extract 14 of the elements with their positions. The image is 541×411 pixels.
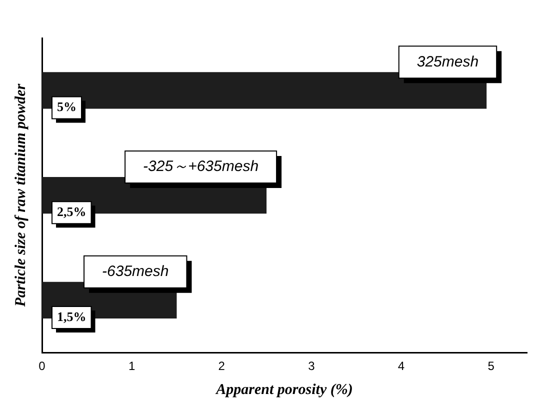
x-tick-label: 5	[488, 359, 495, 374]
y-tick-label: 325mesh	[416, 53, 479, 70]
y-tick-label: -325～+635mesh	[143, 158, 259, 176]
data-label: 1,5%	[57, 308, 86, 324]
x-tick-label: 1	[128, 359, 136, 374]
x-tick-label: 0	[38, 359, 46, 374]
y-tick-label: -635mesh	[102, 262, 169, 280]
x-axis-title: Apparent porosity (%)	[215, 382, 353, 398]
data-label: 5%	[57, 99, 76, 114]
y-axis-title: Particle size of raw titanium powder	[12, 84, 29, 307]
x-tick-label: 3	[308, 359, 316, 374]
data-label: 2,5%	[57, 204, 86, 220]
x-tick-label: 4	[398, 359, 405, 374]
x-tick-label: 2	[218, 359, 226, 374]
